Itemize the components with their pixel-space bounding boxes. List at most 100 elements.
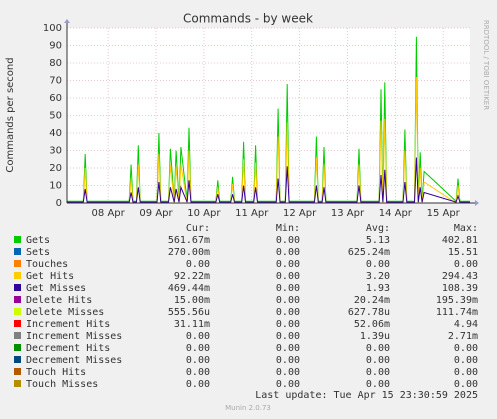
legend-stat: 1.39u: [360, 331, 390, 342]
legend-stat: 0.00: [276, 319, 300, 330]
legend-stat: 2.71m: [448, 331, 478, 342]
legend-label: Get Misses: [26, 283, 86, 294]
x-tick-label: 15 Apr: [427, 208, 461, 219]
legend-stat: 0.00: [454, 367, 478, 378]
legend-swatch: [14, 272, 21, 279]
x-tick-label: 09 Apr: [139, 208, 173, 219]
legend-swatch: [14, 380, 21, 387]
legend-stat: 0.00: [276, 331, 300, 342]
legend-stat: 0.00: [366, 355, 390, 366]
legend-header: Avg:: [366, 223, 390, 234]
legend-stat: 270.00m: [168, 247, 210, 258]
legend-stat: 15.00m: [174, 295, 210, 306]
legend-stat: 0.00: [454, 343, 478, 354]
legend-stat: 111.74m: [436, 307, 478, 318]
legend-stat: 469.44m: [168, 283, 210, 294]
legend-stat: 0.00: [276, 355, 300, 366]
legend-stat: 0.00: [186, 355, 210, 366]
legend-stat: 0.00: [276, 295, 300, 306]
legend-stat: 561.67m: [168, 235, 210, 246]
legend-label: Increment Misses: [26, 331, 122, 342]
legend-stat: 0.00: [186, 259, 210, 270]
legend-stat: 294.43: [442, 271, 478, 282]
legend-stat: 108.39: [442, 283, 478, 294]
legend-stat: 0.00: [276, 307, 300, 318]
legend-stat: 0.00: [186, 343, 210, 354]
legend-label: Delete Misses: [26, 307, 104, 318]
y-tick-label: 70: [49, 76, 62, 87]
y-tick-label: 10: [49, 181, 62, 192]
y-tick-label: 90: [49, 41, 62, 52]
legend-stat: 555.56u: [168, 307, 210, 318]
x-tick-label: 13 Apr: [331, 208, 365, 219]
legend-swatch: [14, 236, 21, 243]
footer: Munin 2.0.73: [225, 404, 271, 412]
legend-label: Touch Misses: [26, 379, 98, 390]
y-tick-label: 60: [49, 93, 62, 104]
legend-stat: 0.00: [186, 331, 210, 342]
legend-swatch: [14, 308, 21, 315]
legend-stat: 0.00: [276, 247, 300, 258]
legend-label: Gets: [26, 235, 50, 246]
legend-swatch: [14, 368, 21, 375]
legend-label: Decrement Misses: [26, 355, 122, 366]
series-line: [67, 157, 470, 203]
legend-swatch: [14, 248, 21, 255]
y-tick-label: 20: [49, 163, 62, 174]
y-tick-label: 100: [43, 23, 62, 34]
axis-arrow: [475, 200, 479, 206]
legend-stat: 0.00: [276, 259, 300, 270]
legend-stat: 0.00: [366, 259, 390, 270]
legend-header: Cur:: [186, 223, 210, 234]
x-tick-label: 14 Apr: [379, 208, 413, 219]
legend-swatch: [14, 260, 21, 267]
legend-stat: 0.00: [454, 355, 478, 366]
legend-label: Increment Hits: [26, 319, 110, 330]
legend-stat: 0.00: [276, 367, 300, 378]
y-axis-label: Commands per second: [5, 57, 16, 172]
legend-stat: 31.11m: [174, 319, 210, 330]
legend-label: Sets: [26, 247, 50, 258]
legend-stat: 3.20: [366, 271, 390, 282]
legend-stat: 0.00: [276, 271, 300, 282]
y-tick-label: 0: [56, 198, 62, 209]
legend-stat: 0.00: [366, 367, 390, 378]
legend-stat: 0.00: [186, 367, 210, 378]
axis-arrow: [64, 19, 70, 23]
x-tick-label: 12 Apr: [283, 208, 317, 219]
legend-header: Min:: [276, 223, 300, 234]
y-tick-label: 40: [49, 128, 62, 139]
legend-stat: 0.00: [366, 343, 390, 354]
y-tick-label: 30: [49, 146, 62, 157]
legend-stat: 92.22m: [174, 271, 210, 282]
legend-stat: 0.00: [276, 379, 300, 390]
legend-label: Touches: [26, 259, 68, 270]
legend-swatch: [14, 320, 21, 327]
y-tick-label: 50: [49, 111, 62, 122]
side-label: RRDTOOL / TOBI OETIKER: [482, 20, 490, 110]
legend-stat: 0.00: [276, 343, 300, 354]
legend-swatch: [14, 332, 21, 339]
legend-stat: 0.00: [186, 379, 210, 390]
x-tick-label: 10 Apr: [187, 208, 221, 219]
legend-label: Touch Hits: [26, 367, 86, 378]
legend-stat: 1.93: [366, 283, 390, 294]
legend-swatch: [14, 284, 21, 291]
chart-title: Commands - by week: [183, 12, 313, 26]
legend-label: Delete Hits: [26, 295, 92, 306]
x-tick-label: 08 Apr: [92, 208, 126, 219]
legend-stat: 4.94: [454, 319, 478, 330]
legend-stat: 5.13: [366, 235, 390, 246]
legend-stat: 402.81: [442, 235, 478, 246]
legend-stat: 195.39m: [436, 295, 478, 306]
legend-stat: 0.00: [276, 283, 300, 294]
last-update: Last update: Tue Apr 15 23:30:59 2025: [255, 390, 478, 401]
legend-header: Max:: [454, 223, 478, 234]
legend-label: Decrement Hits: [26, 343, 110, 354]
legend-stat: 15.51: [448, 247, 478, 258]
legend-stat: 20.24m: [354, 295, 390, 306]
legend-stat: 0.00: [276, 235, 300, 246]
legend-swatch: [14, 344, 21, 351]
legend-stat: 627.78u: [348, 307, 390, 318]
